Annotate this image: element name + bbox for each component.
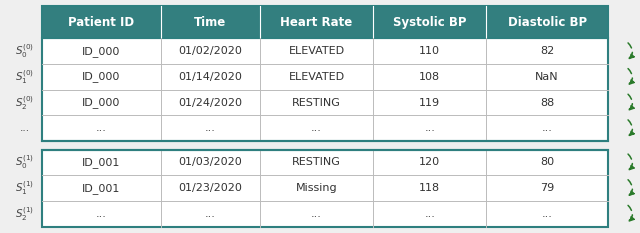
Text: ELEVATED: ELEVATED (289, 46, 344, 56)
Text: Systolic BP: Systolic BP (393, 16, 467, 29)
Text: ...: ... (205, 209, 216, 219)
Text: ELEVATED: ELEVATED (289, 72, 344, 82)
Text: 01/14/2020: 01/14/2020 (179, 72, 243, 82)
Text: 82: 82 (540, 46, 554, 56)
Text: 110: 110 (419, 46, 440, 56)
Text: 88: 88 (540, 98, 554, 108)
Text: ...: ... (96, 209, 107, 219)
Text: 108: 108 (419, 72, 440, 82)
Text: ID_001: ID_001 (83, 157, 120, 168)
Text: Missing: Missing (296, 183, 337, 193)
Text: NaN: NaN (535, 72, 559, 82)
Text: ID_000: ID_000 (83, 72, 120, 82)
Text: ...: ... (541, 123, 552, 133)
Text: ID_001: ID_001 (83, 183, 120, 194)
Text: ...: ... (20, 123, 30, 133)
Text: ...: ... (424, 209, 435, 219)
Text: 01/23/2020: 01/23/2020 (179, 183, 243, 193)
Text: ...: ... (311, 123, 322, 133)
Text: 01/24/2020: 01/24/2020 (179, 98, 243, 108)
Text: 79: 79 (540, 183, 554, 193)
Text: ...: ... (205, 123, 216, 133)
Text: RESTING: RESTING (292, 98, 341, 108)
Text: ID_000: ID_000 (83, 97, 120, 108)
Text: ...: ... (96, 123, 107, 133)
Text: ...: ... (424, 123, 435, 133)
Text: 119: 119 (419, 98, 440, 108)
Text: 118: 118 (419, 183, 440, 193)
Text: ...: ... (311, 209, 322, 219)
Text: ...: ... (541, 209, 552, 219)
Text: ID_000: ID_000 (83, 46, 120, 57)
Text: 80: 80 (540, 158, 554, 168)
Text: RESTING: RESTING (292, 158, 341, 168)
Text: Patient ID: Patient ID (68, 16, 134, 29)
Text: Heart Rate: Heart Rate (280, 16, 353, 29)
Text: Diastolic BP: Diastolic BP (508, 16, 587, 29)
Bar (42, 7, 608, 38)
Text: $S_2^{(1)}$: $S_2^{(1)}$ (15, 205, 35, 223)
Text: Time: Time (195, 16, 227, 29)
Text: $S_0^{(0)}$: $S_0^{(0)}$ (15, 42, 35, 60)
Bar (42, 150, 608, 226)
Text: 01/03/2020: 01/03/2020 (179, 158, 243, 168)
Text: $S_2^{(0)}$: $S_2^{(0)}$ (15, 94, 35, 112)
Bar (42, 38, 608, 141)
Text: 120: 120 (419, 158, 440, 168)
Text: $S_0^{(1)}$: $S_0^{(1)}$ (15, 154, 35, 171)
Text: $S_1^{(0)}$: $S_1^{(0)}$ (15, 68, 35, 86)
Text: 01/02/2020: 01/02/2020 (179, 46, 243, 56)
Text: $S_1^{(1)}$: $S_1^{(1)}$ (15, 179, 35, 197)
